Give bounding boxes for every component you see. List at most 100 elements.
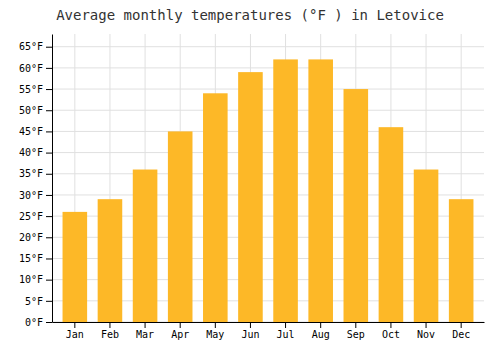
y-tick: 50°F bbox=[19, 105, 52, 116]
y-tick-label: 25°F bbox=[19, 211, 43, 222]
y-tick-label: 55°F bbox=[19, 84, 43, 95]
y-tick-mark bbox=[46, 131, 52, 132]
x-tick-label: Jan bbox=[66, 329, 84, 340]
x-tick-mark bbox=[74, 322, 75, 328]
y-tick: 25°F bbox=[19, 211, 52, 222]
chart-title: Average monthly temperatures (°F ) in Le… bbox=[56, 7, 444, 23]
x-tick-mark bbox=[109, 322, 110, 328]
x-tick-mark bbox=[285, 322, 286, 328]
bar bbox=[449, 199, 474, 322]
x-tick: Nov bbox=[417, 322, 435, 340]
y-grid-line bbox=[52, 67, 484, 68]
y-tick: 20°F bbox=[19, 232, 52, 243]
x-tick: Sep bbox=[347, 322, 365, 340]
y-tick: 15°F bbox=[19, 253, 52, 264]
x-tick-mark bbox=[390, 322, 391, 328]
x-tick: Mar bbox=[136, 322, 154, 340]
bars bbox=[63, 59, 474, 322]
x-tick: Dec bbox=[452, 322, 470, 340]
x-tick-label: Aug bbox=[312, 329, 330, 340]
x-tick-label: Sep bbox=[347, 329, 365, 340]
x-tick: Jan bbox=[66, 322, 84, 340]
y-tick-label: 10°F bbox=[19, 274, 43, 285]
bar bbox=[203, 93, 228, 322]
y-tick: 35°F bbox=[19, 168, 52, 179]
y-tick-mark bbox=[46, 174, 52, 175]
x-tick-mark bbox=[145, 322, 146, 328]
x-axis: Jan Feb Mar Apr May Jun Jul Aug Sep Oct Nov Dec bbox=[53, 322, 485, 340]
y-axis: 0°F 5°F 10°F 15°F 20°F 25°F 30°F 35°F 40°F 45°F 50… bbox=[19, 35, 53, 328]
y-tick: 45°F bbox=[19, 126, 52, 137]
y-tick: 55°F bbox=[19, 84, 52, 95]
y-tick-mark bbox=[46, 89, 52, 90]
y-grid-line bbox=[52, 152, 484, 153]
y-tick-label: 5°F bbox=[25, 296, 43, 307]
y-grid-line bbox=[52, 89, 484, 90]
bar bbox=[63, 212, 88, 322]
x-axis-line bbox=[53, 322, 485, 323]
x-tick-label: Jun bbox=[241, 329, 259, 340]
x-tick-mark bbox=[180, 322, 181, 328]
x-tick: Aug bbox=[312, 322, 330, 340]
y-tick-label: 45°F bbox=[19, 126, 43, 137]
y-tick-mark bbox=[46, 301, 52, 302]
plot-area: 0°F 5°F 10°F 15°F 20°F 25°F 30°F 35°F 40°F 45°F 50… bbox=[19, 34, 485, 340]
x-tick-label: Oct bbox=[382, 329, 400, 340]
x-tick: Jun bbox=[241, 322, 259, 340]
bar bbox=[308, 59, 333, 322]
bar bbox=[238, 72, 263, 322]
y-tick-label: 60°F bbox=[19, 63, 43, 74]
x-tick-label: Feb bbox=[101, 329, 119, 340]
y-grid-line bbox=[52, 131, 484, 132]
grid bbox=[52, 34, 484, 322]
y-tick: 10°F bbox=[19, 274, 52, 285]
bar bbox=[344, 89, 369, 322]
y-tick-label: 30°F bbox=[19, 190, 43, 201]
y-tick: 30°F bbox=[19, 190, 52, 201]
y-tick-mark bbox=[46, 68, 52, 69]
x-tick: Apr bbox=[171, 322, 189, 340]
x-tick-mark bbox=[355, 322, 356, 328]
y-tick-mark bbox=[46, 237, 52, 238]
y-tick-mark bbox=[46, 47, 52, 48]
bar bbox=[273, 59, 298, 322]
x-tick-mark bbox=[320, 322, 321, 328]
y-grid-line bbox=[52, 110, 484, 111]
y-tick-mark bbox=[46, 195, 52, 196]
bar bbox=[133, 170, 158, 322]
chart-svg: Average monthly temperatures (°F ) in Le… bbox=[0, 0, 500, 350]
y-tick-label: 35°F bbox=[19, 168, 43, 179]
x-tick-label: Apr bbox=[171, 329, 189, 340]
bar bbox=[98, 199, 123, 322]
y-tick-label: 15°F bbox=[19, 253, 43, 264]
x-tick-label: Jul bbox=[277, 329, 295, 340]
y-tick-mark bbox=[46, 216, 52, 217]
x-tick-label: May bbox=[206, 329, 224, 340]
x-tick: Jul bbox=[277, 322, 295, 340]
y-tick: 5°F bbox=[25, 296, 52, 307]
x-tick-mark bbox=[461, 322, 462, 328]
x-tick: Feb bbox=[101, 322, 119, 340]
y-tick-label: 65°F bbox=[19, 41, 43, 52]
y-tick-label: 0°F bbox=[25, 317, 43, 328]
bar bbox=[379, 127, 404, 322]
y-tick-label: 50°F bbox=[19, 105, 43, 116]
bar bbox=[414, 170, 439, 322]
y-tick-mark bbox=[46, 110, 52, 111]
x-tick-mark bbox=[215, 322, 216, 328]
y-tick-mark bbox=[46, 322, 52, 323]
y-axis-line bbox=[52, 35, 53, 323]
y-tick-mark bbox=[46, 153, 52, 154]
y-tick-label: 40°F bbox=[19, 147, 43, 158]
y-grid-line bbox=[52, 46, 484, 47]
x-tick-mark bbox=[250, 322, 251, 328]
x-tick: Oct bbox=[382, 322, 400, 340]
y-tick-label: 20°F bbox=[19, 232, 43, 243]
x-tick-label: Dec bbox=[452, 329, 470, 340]
x-tick: May bbox=[206, 322, 224, 340]
y-tick-mark bbox=[46, 280, 52, 281]
y-tick-mark bbox=[46, 258, 52, 259]
y-tick: 40°F bbox=[19, 147, 52, 158]
x-tick-mark bbox=[426, 322, 427, 328]
x-tick-label: Mar bbox=[136, 329, 154, 340]
